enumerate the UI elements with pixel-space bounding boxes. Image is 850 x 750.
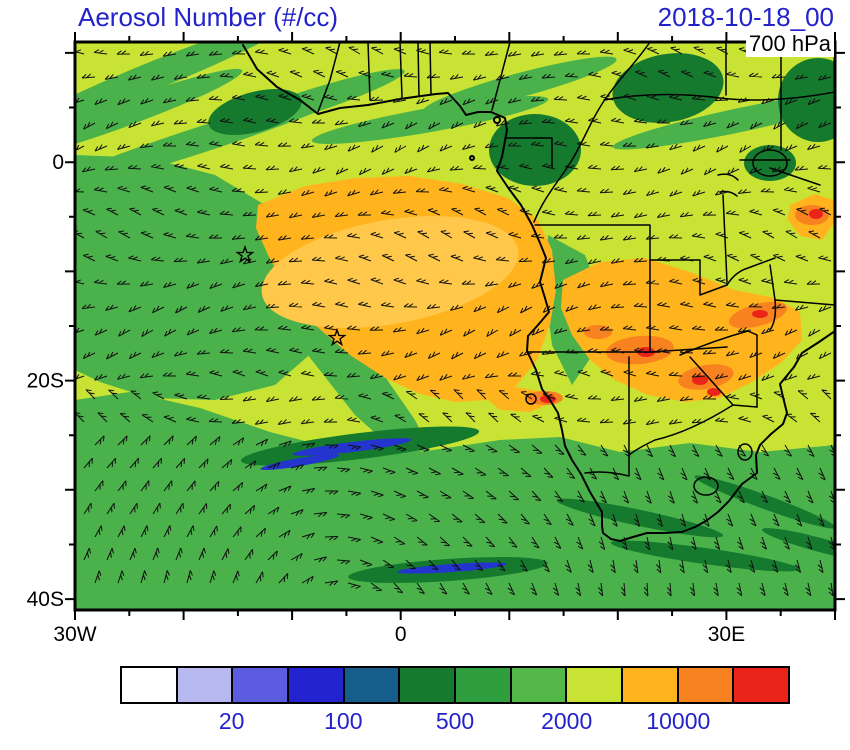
colorbar-swatch (344, 668, 401, 702)
eswatini-border (737, 443, 753, 461)
colorbar-swatch (623, 668, 679, 702)
datetime-label: 2018-10-18_00 (657, 2, 834, 32)
colorbar-swatch (734, 668, 789, 702)
star-marker (235, 244, 255, 264)
colorbar-label: 10000 (646, 708, 711, 734)
circle-marker (525, 393, 537, 405)
colorbar-labels: 20 100 500 2000 10000 (120, 708, 790, 738)
colorbar-label: 20 (218, 708, 245, 734)
bioko-island (493, 116, 501, 124)
colorbar-label: 500 (435, 708, 475, 734)
plot-title: Aerosol Number (#/cc) (78, 2, 339, 32)
star-marker (327, 327, 347, 347)
axis-tick-label: 20S (27, 370, 64, 393)
colorbar-swatch (511, 668, 568, 702)
colorbar (120, 666, 790, 704)
star-markers (235, 244, 347, 347)
sao-tome-island (469, 155, 475, 161)
map-frame (73, 40, 837, 612)
wind-barb-layer (75, 46, 835, 597)
colorbar-swatch (456, 668, 512, 702)
colorbar-swatch (400, 668, 457, 702)
colorbar-swatch (567, 668, 624, 702)
colorbar-swatch (678, 668, 735, 702)
country-borders (317, 42, 835, 496)
axis-tick-label: 40S (27, 588, 64, 611)
africa-coastline (242, 44, 835, 542)
pressure-level-label: 700 hPa (746, 31, 834, 57)
axis-ticks (65, 32, 845, 620)
axis-tick-label: 30E (708, 623, 745, 646)
colorbar-swatch (233, 668, 290, 702)
colorbar-label: 2000 (541, 708, 593, 734)
lake-victoria-outline (752, 149, 788, 177)
axis-tick-labels: 0 20S 40S 30W 0 30E (27, 151, 745, 646)
colorbar-label: 100 (324, 708, 363, 734)
axis-tick-label: 0 (52, 151, 64, 174)
axis-tick-label: 0 (395, 623, 407, 646)
coastline-borders-layer (242, 42, 835, 542)
colorbar-swatch (289, 668, 345, 702)
colorbar-swatch (122, 668, 178, 702)
axis-tick-label: 30W (53, 623, 96, 646)
colorbar-swatch (177, 668, 234, 702)
